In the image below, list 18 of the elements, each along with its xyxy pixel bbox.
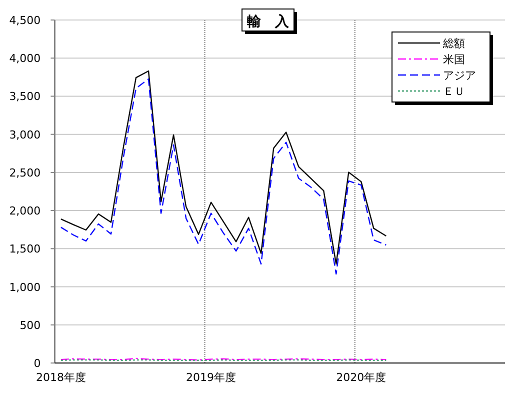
legend-label: 総額 [442,37,465,50]
x-tick-label: 2019年度 [186,371,236,384]
y-tick-label: 3,500 [9,90,41,104]
legend-label: ＥＵ [443,85,465,98]
y-tick-label: 4,500 [9,14,41,27]
y-tick-label: 1,000 [9,280,41,294]
x-tick-label: 2020年度 [336,371,386,384]
y-tick-label: 500 [20,318,41,332]
y-tick-label: 1,500 [9,242,41,256]
y-tick-label: 0 [34,357,41,370]
legend-label: 米国 [443,53,465,66]
y-tick-label: 2,500 [9,166,41,180]
x-tick-label: 2018年度 [36,371,86,384]
legend-label: アジア [443,69,476,82]
y-tick-label: 4,000 [9,52,41,66]
y-tick-label: 3,000 [9,128,41,142]
y-tick-label: 2,000 [9,204,41,218]
chart-title: 輸 入 [246,14,290,30]
